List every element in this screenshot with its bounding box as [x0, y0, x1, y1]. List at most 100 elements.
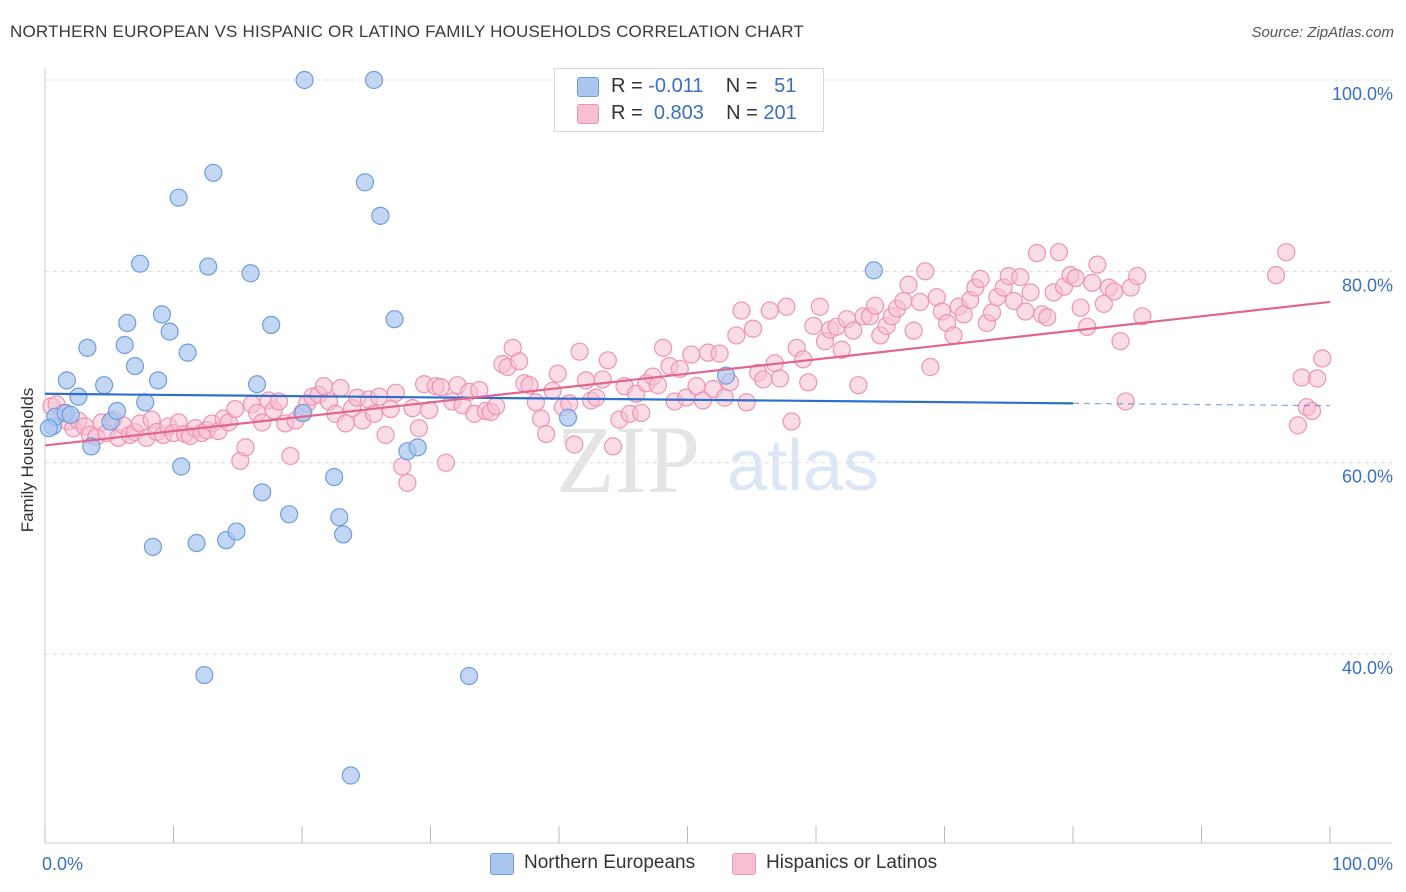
data-points — [39, 70, 1332, 785]
hispanic-point — [849, 376, 868, 395]
northern-european-point — [247, 375, 267, 394]
northern-european-point — [125, 356, 145, 376]
trend-lines — [44, 300, 1331, 447]
northern-european-point — [118, 313, 137, 333]
hispanic-point — [587, 388, 606, 407]
hispanic-point — [743, 319, 763, 338]
northern-european-point — [152, 305, 172, 324]
hispanic-point — [510, 352, 529, 371]
legend-r-label: R = — [611, 102, 643, 124]
hispanic-point — [1288, 416, 1307, 435]
legend-n-label: N = — [726, 102, 758, 124]
hispanic-point — [531, 409, 551, 428]
grid-lines — [45, 79, 1392, 655]
hispanic-point — [904, 321, 923, 340]
hispanic-point — [526, 393, 545, 412]
northern-european-point — [280, 505, 299, 524]
hispanic-point — [1027, 244, 1047, 263]
northern-european-point — [385, 310, 404, 329]
northern-european-point — [199, 257, 218, 276]
northern-european-point — [241, 264, 260, 283]
watermark-zip: ZIP — [556, 406, 700, 513]
hispanic-point — [381, 399, 400, 419]
northern-european-point — [148, 371, 168, 390]
hispanic-point — [1133, 307, 1152, 326]
watermark-atlas: atlas — [727, 426, 879, 506]
hispanic-point — [810, 297, 829, 316]
northern-european-point — [253, 483, 272, 502]
correlation-legend: R = -0.011 N = 51 R = 0.803 N = 201 — [554, 68, 824, 132]
legend-n-label: N = — [725, 75, 758, 97]
northern-european-point — [160, 322, 179, 341]
hispanic-point — [777, 297, 796, 316]
hispanic-point — [1313, 349, 1332, 368]
hispanic-point — [899, 275, 918, 294]
northern-european-point — [364, 70, 384, 90]
northern-european-trend-line — [44, 392, 1074, 405]
hispanic-point — [1302, 401, 1322, 421]
hispanic-point — [1292, 368, 1311, 387]
hispanic-point — [570, 342, 589, 361]
northern-european-point — [227, 522, 246, 541]
northern-european-point — [143, 537, 163, 556]
northern-european-point — [178, 343, 197, 362]
hispanic-point — [1016, 302, 1035, 321]
hispanic-point — [844, 321, 863, 340]
hispanic-point — [737, 393, 756, 412]
northern-european-point — [459, 666, 479, 686]
hispanic-point — [431, 377, 450, 397]
hispanic-point — [226, 399, 245, 419]
hispanic-point — [336, 414, 355, 433]
hispanic-point — [565, 435, 584, 454]
northern-european-point — [69, 387, 88, 406]
legend-r-value: -0.011 — [648, 75, 704, 97]
hispanic-point — [1011, 267, 1030, 287]
hispanic-point — [782, 412, 801, 431]
northern-european-point — [330, 508, 349, 527]
hispanic-point — [727, 326, 746, 345]
chart-title: NORTHERN EUROPEAN VS HISPANIC OR LATINO … — [10, 22, 804, 41]
northern-european-point — [115, 335, 134, 355]
northern-european-trend-extension — [1072, 402, 1331, 407]
northern-european-point — [78, 338, 97, 357]
legend-r-value: 0.803 — [653, 102, 704, 124]
y-tick-label: 80.0% — [1342, 275, 1393, 295]
hispanic-point — [281, 446, 300, 466]
legend-n-value: 201 — [763, 102, 797, 124]
pink-swatch-icon — [732, 853, 756, 875]
hispanic-point — [632, 403, 651, 423]
legend-label: Northern Europeans — [524, 852, 696, 873]
northern-european-point — [355, 173, 375, 192]
hispanic-point — [1094, 294, 1113, 313]
northern-european-point — [262, 315, 281, 335]
hispanic-point — [710, 344, 729, 363]
northern-european-point — [95, 376, 114, 395]
northern-european-point — [294, 403, 313, 423]
hispanic-point — [314, 377, 333, 396]
legend-r-label: R = — [611, 75, 643, 97]
hispanic-point — [598, 351, 617, 370]
northern-european-point — [136, 393, 155, 412]
northern-european-point — [341, 766, 360, 785]
blue-swatch-icon — [490, 853, 514, 875]
hispanic-point — [436, 453, 456, 472]
northern-european-point — [57, 371, 76, 390]
hispanic-point — [543, 381, 562, 401]
northern-european-point — [716, 366, 736, 385]
hispanic-point — [971, 269, 990, 289]
hispanic-point — [393, 457, 412, 476]
hispanic-point — [331, 378, 350, 398]
hispanic-point — [1105, 282, 1124, 301]
hispanic-point — [593, 370, 612, 389]
hispanic-point — [520, 376, 539, 395]
northern-european-point — [295, 70, 314, 90]
y-axis-label: Family Households — [18, 387, 37, 533]
northern-european-point — [325, 467, 344, 487]
hispanic-trend-line — [44, 300, 1331, 447]
hispanic-point — [1277, 243, 1296, 262]
axes — [44, 68, 1392, 844]
y-tick-label: 100.0% — [1332, 84, 1393, 104]
northern-european-point — [408, 438, 427, 457]
hispanic-point — [1049, 243, 1068, 262]
